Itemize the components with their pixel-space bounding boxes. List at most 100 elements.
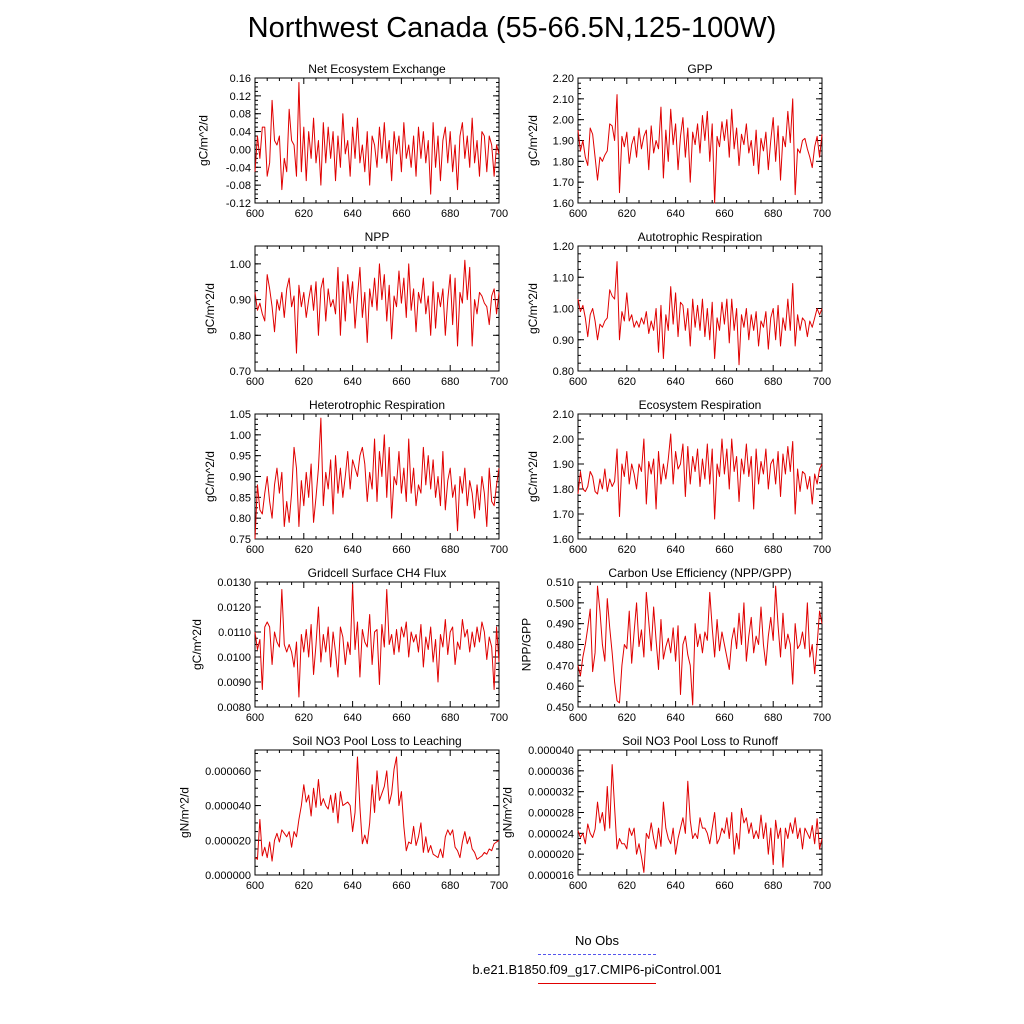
y-axis-label-carbon-use-efficiency-npp-gpp: NPP/GPP [520,618,534,671]
x-tick-label: 680 [441,880,459,892]
y-tick-label: 0.75 [230,534,251,546]
panel-title-npp: NPP [365,230,390,244]
x-tick-label: 640 [343,712,361,724]
panel-title-heterotrophic-respiration: Heterotrophic Respiration [309,398,445,412]
y-tick-label: 1.90 [553,136,574,148]
y-axis-label-gpp: gC/m^2/d [526,115,540,166]
x-tick-label: 600 [246,880,264,892]
y-tick-label: 2.00 [553,115,574,127]
y-tick-label: 0.460 [546,681,574,693]
x-tick-label: 620 [618,880,636,892]
y-tick-label: 0.90 [230,472,251,484]
y-tick-label: 1.00 [230,430,251,442]
y-tick-label: 1.80 [553,484,574,496]
x-tick-label: 620 [618,712,636,724]
x-tick-label: 680 [441,208,459,220]
x-tick-label: 600 [569,712,587,724]
y-tick-label: 0.000000 [205,870,251,882]
x-tick-label: 700 [490,544,508,556]
y-tick-label: 0.00 [230,144,251,156]
x-tick-label: 680 [764,376,782,388]
y-tick-label: 0.450 [546,702,574,714]
x-tick-label: 680 [764,712,782,724]
x-tick-label: 700 [813,880,831,892]
y-tick-label: 0.000032 [528,787,574,799]
series-line-autotrophic-respiration [577,261,823,366]
y-tick-label: 0.0080 [217,702,251,714]
x-tick-label: 660 [392,712,410,724]
x-tick-label: 700 [490,208,508,220]
x-tick-label: 640 [666,544,684,556]
y-tick-label: 1.00 [230,259,251,271]
main-title: Northwest Canada (55-66.5N,125-100W) [247,12,777,44]
y-tick-label: 0.90 [230,295,251,307]
y-axis-label-ecosystem-respiration: gC/m^2/d [526,451,540,502]
y-tick-label: 0.490 [546,619,574,631]
x-tick-label: 600 [246,376,264,388]
x-tick-label: 660 [392,376,410,388]
y-tick-label: 1.20 [553,241,574,253]
y-tick-label: 0.80 [553,366,574,378]
y-tick-label: 0.510 [546,577,574,589]
y-tick-label: 0.000060 [205,766,251,778]
x-tick-label: 620 [295,880,313,892]
x-tick-label: 640 [343,544,361,556]
x-tick-label: 660 [392,544,410,556]
x-tick-label: 660 [715,712,733,724]
x-tick-label: 680 [764,544,782,556]
plot-frame-heterotrophic-respiration [254,413,500,540]
legend-label-no-obs: No Obs [574,933,620,948]
x-tick-label: 600 [569,208,587,220]
y-tick-label: 0.70 [230,366,251,378]
x-tick-label: 680 [441,376,459,388]
legend-line-model [538,983,656,984]
y-tick-label: 0.80 [230,330,251,342]
y-tick-label: 0.16 [230,73,251,85]
x-tick-label: 620 [295,544,313,556]
y-tick-label: 0.000020 [528,849,574,861]
plot-frame-autotrophic-respiration [577,245,823,372]
x-tick-label: 620 [295,208,313,220]
panel-title-carbon-use-efficiency-npp-gpp: Carbon Use Efficiency (NPP/GPP) [608,566,791,580]
x-tick-label: 700 [490,880,508,892]
y-tick-label: 2.10 [553,94,574,106]
x-tick-label: 620 [618,208,636,220]
y-tick-label: 0.0120 [217,602,251,614]
x-tick-label: 700 [490,712,508,724]
series-line-soil-no3-pool-loss-to-leaching [254,756,500,862]
x-tick-label: 700 [813,376,831,388]
y-tick-label: 0.000040 [205,801,251,813]
y-tick-label: 1.80 [553,156,574,168]
y-tick-label: 0.04 [230,127,251,139]
y-axis-label-soil-no3-pool-loss-to-runoff: gN/m^2/d [501,787,515,838]
x-tick-label: 600 [569,880,587,892]
y-tick-label: 0.08 [230,109,251,121]
series-line-ecosystem-respiration [577,433,823,520]
y-tick-label: -0.08 [226,180,251,192]
series-line-net-ecosystem-exchange [254,81,500,195]
x-tick-label: 700 [813,544,831,556]
panel-title-gpp: GPP [687,62,712,76]
panel-title-autotrophic-respiration: Autotrophic Respiration [638,230,763,244]
y-axis-label-net-ecosystem-exchange: gC/m^2/d [197,115,211,166]
y-tick-label: 0.80 [230,513,251,525]
x-tick-label: 660 [392,208,410,220]
y-tick-label: 0.85 [230,492,251,504]
series-line-gridcell-surface-ch4-flux [254,584,500,698]
y-tick-label: 0.470 [546,660,574,672]
y-tick-label: 0.480 [546,640,574,652]
y-tick-label: 2.10 [553,409,574,421]
x-tick-label: 660 [715,544,733,556]
x-tick-label: 600 [246,712,264,724]
x-tick-label: 620 [618,544,636,556]
y-tick-label: 1.05 [230,409,251,421]
y-tick-label: 0.000040 [528,745,574,757]
x-tick-label: 680 [441,712,459,724]
x-tick-label: 640 [666,712,684,724]
x-tick-label: 660 [715,880,733,892]
y-tick-label: -0.12 [226,198,251,210]
x-tick-label: 640 [343,880,361,892]
x-tick-label: 600 [246,208,264,220]
series-line-carbon-use-efficiency-npp-gpp [577,585,823,706]
y-axis-label-npp: gC/m^2/d [203,283,217,334]
